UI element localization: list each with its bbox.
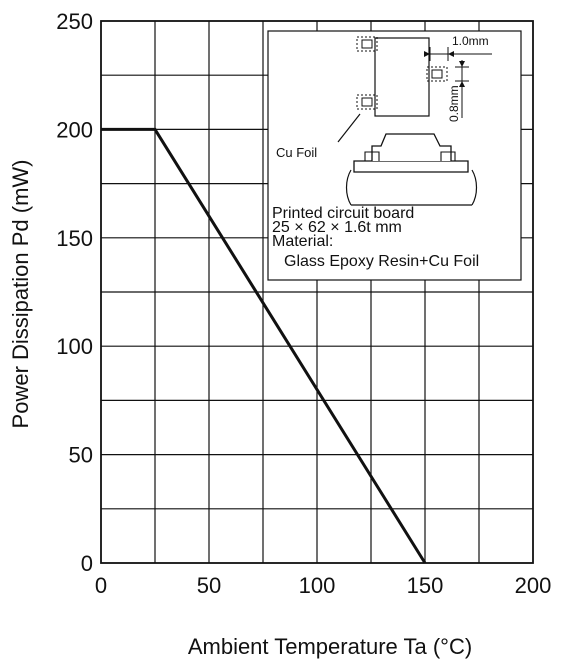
board-info-line: 25 × 62 × 1.6t mm (272, 219, 402, 236)
foil-pad (361, 39, 373, 49)
plot-frame (100, 20, 534, 564)
board-curve-right (471, 169, 478, 206)
arrow-up-icon (459, 61, 465, 67)
y-tick-label: 150 (56, 226, 93, 251)
lead-left (364, 151, 380, 161)
arrow-left-icon (424, 51, 430, 57)
x-tick-label: 150 (407, 573, 444, 598)
x-tick-label: 100 (299, 573, 336, 598)
width-dimension-label: 1.0mm (452, 34, 489, 48)
x-tick-label: 0 (95, 573, 107, 598)
frame-layer (100, 20, 534, 564)
inset-panel: 1.0mm 0.8mm Cu Foil Printed circuit board25… (267, 30, 522, 281)
board-info-line: Material: (272, 233, 333, 250)
series-line-pd-derating (101, 127, 427, 564)
x-tick-label: 200 (515, 573, 552, 598)
foil-pad-outline (426, 66, 448, 82)
y-tick-label: 250 (56, 9, 93, 34)
foil-pad (361, 97, 373, 107)
y-tick-label: 100 (56, 334, 93, 359)
package-body (371, 133, 452, 161)
arrow-down-icon (459, 81, 465, 87)
tick-layer: 0 50 100 150 200 0 50 100 150 200 250 (56, 9, 551, 598)
board-info-line: Printed circuit board (272, 205, 414, 222)
height-dimension-label: 0.8mm (447, 85, 461, 122)
foil-pad-outline (356, 94, 378, 110)
foil-callout-line (337, 113, 361, 143)
y-tick-label: 0 (81, 551, 93, 576)
foil-pad-outline (356, 36, 378, 52)
board-curve-left (345, 169, 352, 206)
board-top-layer (353, 160, 469, 173)
arrow-right-icon (448, 51, 454, 57)
series-layer (101, 127, 427, 564)
foil-pad (431, 69, 443, 79)
x-tick-label: 50 (197, 573, 221, 598)
board-info-line: Glass Epoxy Resin+Cu Foil (284, 253, 479, 270)
x-axis-title: Ambient Temperature Ta (°C) (188, 634, 472, 659)
y-tick-label: 200 (56, 117, 93, 142)
lead-right (440, 151, 456, 161)
foil-label: Cu Foil (276, 145, 317, 160)
y-tick-label: 50 (69, 443, 93, 468)
y-axis-title: Power Dissipation Pd (mW) (8, 160, 33, 429)
package-outline (374, 37, 430, 117)
